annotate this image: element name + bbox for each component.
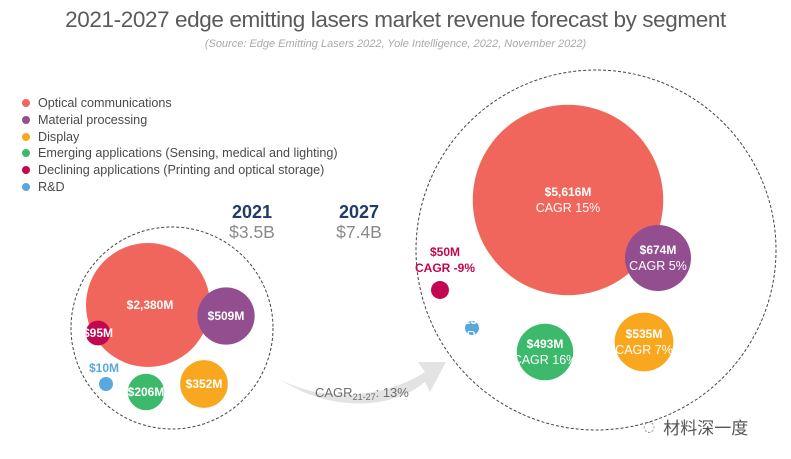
cagr-label: CAGR 7% bbox=[615, 343, 673, 357]
cagr-label: CAGR 16% bbox=[513, 353, 578, 367]
cluster-2027: $5,616M CAGR 15% $674M CAGR 5% $535M CAGR 7% $… bbox=[415, 69, 777, 431]
cagr-value: : 13% bbox=[376, 385, 410, 400]
value-label: $493M bbox=[527, 337, 564, 351]
value-label: $535M bbox=[626, 327, 663, 341]
year-2027-label: 2027 bbox=[339, 202, 379, 222]
total-2021-label: $3.5B bbox=[229, 222, 275, 242]
legend-label: Material processing bbox=[38, 113, 148, 128]
value-label: $674M bbox=[640, 243, 677, 257]
value-label: $95M bbox=[83, 326, 113, 340]
legend-dot bbox=[22, 182, 30, 191]
bubble-2021-display bbox=[180, 360, 228, 408]
legend: Optical communications Material processi… bbox=[22, 95, 338, 195]
legend-dot bbox=[22, 99, 30, 108]
cluster-2021: $2,380M $509M $352M $206M $95M $10M bbox=[70, 226, 274, 430]
legend-dot bbox=[22, 149, 30, 158]
cagr-label: CAGR 5% bbox=[629, 259, 687, 273]
bubble-2021-material-processing bbox=[197, 287, 255, 345]
value-label: $5,616M bbox=[545, 185, 592, 199]
growth-arrow bbox=[281, 362, 446, 404]
bubble-2027-material-processing bbox=[625, 225, 691, 291]
legend-label: Declining applications (Printing and opt… bbox=[38, 163, 325, 178]
bubble-2027-optical-communications bbox=[472, 104, 664, 296]
bubble-2021-optical-communications bbox=[86, 243, 210, 367]
cluster-2027-outline bbox=[415, 69, 777, 431]
cluster-2021-outline bbox=[70, 226, 274, 430]
legend-label: R&D bbox=[38, 179, 65, 194]
value-label: $206M bbox=[128, 385, 165, 399]
wechat-icon: ◌ bbox=[643, 418, 656, 435]
value-label: $509M bbox=[208, 309, 245, 323]
value-label: $2,380M bbox=[127, 298, 174, 312]
bubble-2021-r-d bbox=[99, 377, 113, 391]
legend-dot bbox=[22, 132, 30, 141]
legend-dot bbox=[22, 116, 30, 125]
cagr-prefix: CAGR bbox=[315, 385, 353, 400]
bubble-2021-declining-applications bbox=[85, 320, 111, 346]
year-2021-label: 2021 bbox=[232, 202, 272, 222]
cagr-label: CAGR 15% bbox=[440, 329, 505, 343]
legend-label: Emerging applications (Sensing, medical … bbox=[38, 146, 338, 161]
total-2027-label: $7.4B bbox=[336, 222, 382, 242]
cagr-label: CAGR 15% bbox=[536, 201, 601, 215]
watermark-text: 材料深一度 bbox=[663, 419, 749, 439]
chart-title: 2021-2027 edge emitting lasers market re… bbox=[65, 7, 726, 32]
value-label: $50M bbox=[430, 245, 460, 259]
cagr-subscript: 21-27 bbox=[353, 392, 376, 402]
value-label: $352M bbox=[186, 377, 223, 391]
value-label: $10M bbox=[89, 361, 119, 375]
legend-item-rnd: R&D bbox=[22, 178, 338, 195]
chart-subtitle: (Source: Edge Emitting Lasers 2022, Yole… bbox=[204, 38, 587, 50]
bubble-2027-emerging-applications bbox=[516, 323, 574, 381]
legend-item-optical: Optical communications bbox=[22, 95, 338, 112]
legend-item-declining: Declining applications (Printing and opt… bbox=[22, 162, 338, 179]
watermark: ◌ 材料深一度 bbox=[643, 414, 749, 440]
bubble-2021-emerging-applications bbox=[127, 373, 165, 411]
legend-item-material: Material processing bbox=[22, 112, 338, 129]
bubble-2027-display bbox=[614, 312, 674, 372]
value-label: $23M bbox=[457, 313, 487, 327]
bubble-2027-r-d bbox=[465, 321, 479, 335]
legend-item-emerging: Emerging applications (Sensing, medical … bbox=[22, 145, 338, 162]
overall-cagr-label: CAGR21-27: 13% bbox=[315, 385, 409, 402]
legend-label: Optical communications bbox=[38, 96, 172, 111]
bubble-2027-declining-applications bbox=[431, 281, 449, 299]
cagr-label: CAGR -9% bbox=[415, 261, 475, 275]
legend-dot bbox=[22, 166, 30, 175]
legend-label: Display bbox=[38, 129, 80, 144]
legend-item-display: Display bbox=[22, 128, 338, 145]
